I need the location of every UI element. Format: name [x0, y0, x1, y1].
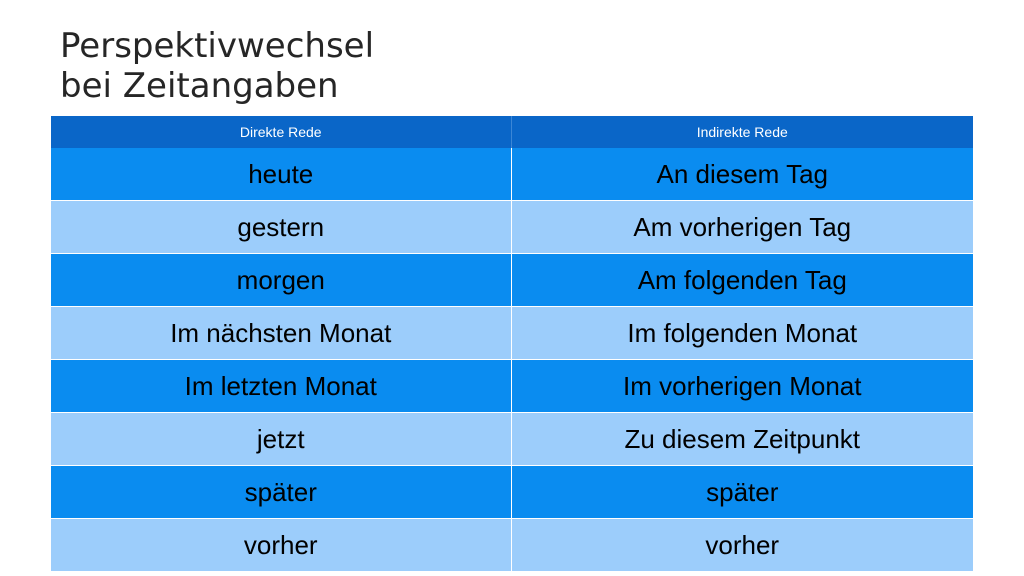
- cell-direct: Im letzten Monat: [51, 359, 512, 413]
- cell-direct: Im nächsten Monat: [51, 306, 512, 360]
- cell-indirect: Im folgenden Monat: [511, 306, 973, 360]
- header-indirekte-rede: Indirekte Rede: [511, 116, 973, 148]
- table-row: gestern Am vorherigen Tag: [51, 200, 973, 254]
- table-header: Direkte Rede Indirekte Rede: [51, 116, 973, 148]
- cell-indirect: An diesem Tag: [511, 148, 973, 201]
- cell-direct: heute: [51, 148, 512, 201]
- table-row: Im letzten Monat Im vorherigen Monat: [51, 359, 973, 413]
- cell-indirect: Am vorherigen Tag: [511, 200, 973, 254]
- table-row: später später: [51, 465, 973, 519]
- cell-direct: später: [51, 465, 512, 519]
- cell-direct: vorher: [51, 518, 512, 572]
- cell-indirect: Zu diesem Zeitpunkt: [511, 412, 973, 466]
- table-row: jetzt Zu diesem Zeitpunkt: [51, 412, 973, 466]
- comparison-table: Direkte Rede Indirekte Rede heute An die…: [51, 116, 973, 572]
- cell-indirect: Im vorherigen Monat: [511, 359, 973, 413]
- table-header-row: Direkte Rede Indirekte Rede: [51, 116, 973, 148]
- cell-indirect: später: [511, 465, 973, 519]
- cell-indirect: vorher: [511, 518, 973, 572]
- table-row: heute An diesem Tag: [51, 148, 973, 201]
- cell-indirect: Am folgenden Tag: [511, 253, 973, 307]
- cell-direct: jetzt: [51, 412, 512, 466]
- header-direkte-rede: Direkte Rede: [51, 116, 512, 148]
- table-row: morgen Am folgenden Tag: [51, 253, 973, 307]
- table-row: vorher vorher: [51, 518, 973, 572]
- comparison-table-container: Direkte Rede Indirekte Rede heute An die…: [51, 116, 973, 572]
- slide-title: Perspektivwechsel bei Zeitangaben: [60, 26, 374, 106]
- slide-title-line-2: bei Zeitangaben: [60, 66, 339, 106]
- cell-direct: gestern: [51, 200, 512, 254]
- table-body: heute An diesem Tag gestern Am vorherige…: [51, 148, 973, 572]
- table-row: Im nächsten Monat Im folgenden Monat: [51, 306, 973, 360]
- slide-title-line-1: Perspektivwechsel: [60, 26, 375, 66]
- cell-direct: morgen: [51, 253, 512, 307]
